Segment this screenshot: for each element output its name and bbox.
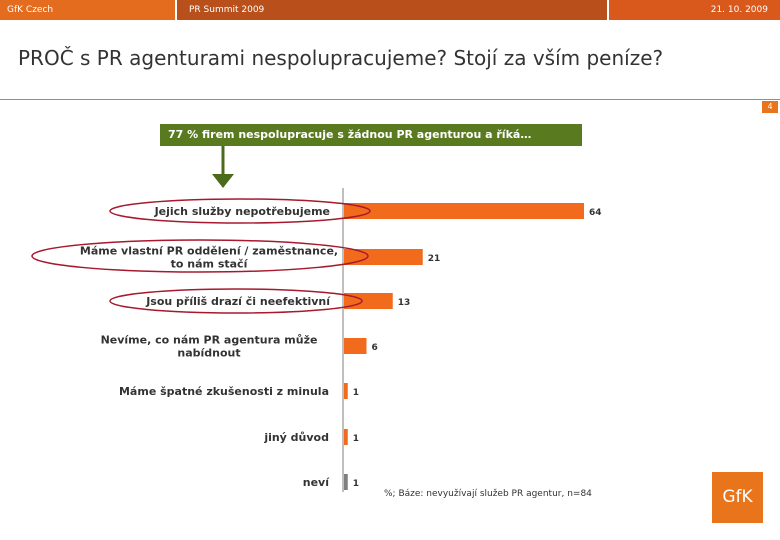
header-right-segment: 21. 10. 2009 bbox=[609, 0, 780, 20]
highlight-ellipse bbox=[109, 198, 371, 224]
category-label: jiný důvod bbox=[263, 431, 329, 444]
value-label: 6 bbox=[372, 343, 378, 353]
bar bbox=[344, 474, 348, 490]
header-middle-text: PR Summit 2009 bbox=[189, 5, 265, 15]
bar bbox=[344, 429, 348, 445]
category-label: Máme špatné zkušenosti z minula bbox=[119, 385, 329, 398]
value-label: 64 bbox=[589, 208, 602, 218]
value-label: 1 bbox=[353, 479, 359, 489]
page-title: PROČ s PR agenturami nespolupracujeme? S… bbox=[18, 46, 664, 70]
gfk-logo: GfK bbox=[712, 472, 763, 523]
header-left-text: GfK Czech bbox=[7, 5, 54, 15]
value-label: 1 bbox=[353, 388, 359, 398]
bar bbox=[344, 203, 584, 219]
header-date: 21. 10. 2009 bbox=[710, 5, 768, 15]
summary-banner: 77 % firem nespolupracuje s žádnou PR ag… bbox=[160, 124, 582, 146]
footnote: %; Báze: nevyužívají služeb PR agentur, … bbox=[384, 489, 592, 499]
header-bar: GfK Czech PR Summit 2009 21. 10. 2009 bbox=[0, 0, 780, 20]
value-label: 1 bbox=[353, 434, 359, 444]
title-divider bbox=[0, 99, 780, 100]
category-label: to nám stačí bbox=[171, 258, 249, 271]
category-label: Máme vlastní PR oddělení / zaměstnance, bbox=[80, 245, 338, 258]
highlight-ellipse bbox=[31, 239, 369, 273]
category-label: Jsou příliš drazí či neefektivní bbox=[145, 295, 331, 308]
highlight-ellipse bbox=[109, 288, 363, 314]
category-label: Nevíme, co nám PR agentura může bbox=[101, 334, 318, 347]
bar bbox=[344, 338, 367, 354]
category-label: nabídnout bbox=[177, 347, 240, 360]
arrow-head bbox=[212, 174, 234, 188]
value-label: 13 bbox=[398, 298, 411, 308]
value-label: 21 bbox=[428, 254, 441, 264]
page-number: 4 bbox=[762, 101, 778, 113]
category-label: neví bbox=[303, 476, 330, 489]
header-left-segment: GfK Czech bbox=[0, 0, 175, 20]
category-label: Jejich služby nepotřebujeme bbox=[154, 205, 330, 218]
header-middle-segment: PR Summit 2009 bbox=[177, 0, 607, 20]
bar bbox=[344, 383, 348, 399]
